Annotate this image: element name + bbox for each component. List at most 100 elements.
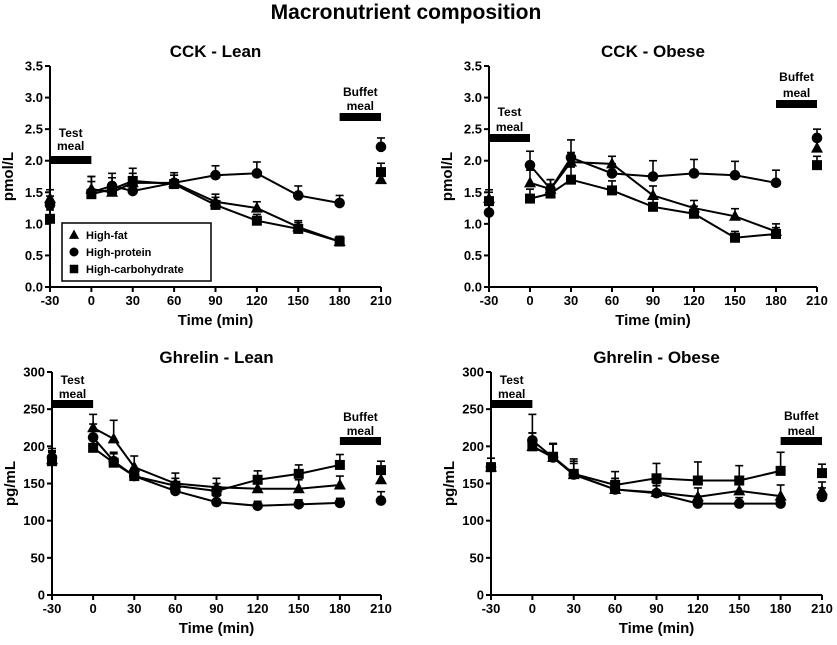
legend-square-icon	[69, 264, 79, 274]
test-meal-label: Test meal	[498, 373, 525, 401]
data-point	[606, 157, 618, 169]
y-tick-label: 0.5	[464, 248, 482, 263]
y-tick-label: 1.5	[464, 185, 482, 200]
series-line	[92, 426, 340, 490]
data-point	[169, 179, 180, 190]
data-point-separate	[376, 167, 386, 178]
x-axis-label: Time (min)	[179, 620, 255, 637]
data-point	[252, 474, 263, 485]
data-point	[293, 499, 305, 510]
test-meal-bar	[50, 156, 92, 164]
data-point	[211, 485, 222, 496]
buffet-meal-label: Buffet meal	[343, 85, 378, 113]
data-point-separate	[483, 207, 495, 218]
y-tick-label: 150	[23, 476, 45, 491]
x-tick-label: 210	[370, 293, 392, 308]
data-point-separate	[812, 160, 822, 171]
data-point	[729, 209, 741, 221]
x-tick-label: 120	[247, 601, 269, 616]
data-point	[647, 171, 659, 182]
data-point-separate	[375, 495, 387, 506]
data-point	[689, 208, 699, 219]
test-meal-bar	[52, 400, 94, 408]
x-tick-label: -30	[480, 293, 499, 308]
figure-title: Macronutrient composition	[271, 1, 542, 24]
data-point	[251, 215, 262, 226]
x-tick-label: 180	[765, 293, 787, 308]
x-tick-label: 210	[370, 601, 392, 616]
y-axis-label: pg/mL	[441, 461, 458, 506]
data-point-separate	[811, 132, 823, 144]
data-point-separate	[375, 173, 387, 185]
data-point-separate	[375, 473, 387, 485]
x-tick-label: 0	[526, 293, 533, 308]
x-tick-label: 60	[608, 601, 622, 616]
data-point	[334, 197, 345, 209]
data-point	[107, 432, 120, 444]
data-point	[733, 484, 746, 496]
legend-label: High-fat	[86, 230, 128, 242]
legend-label: High-protein	[86, 247, 152, 259]
x-tick-label: 30	[126, 293, 140, 308]
data-point	[692, 475, 703, 486]
data-point	[688, 168, 700, 179]
data-point-separate	[816, 491, 828, 503]
data-point	[292, 482, 305, 494]
buffet-meal-bar	[339, 113, 381, 121]
data-point	[251, 482, 264, 494]
data-point	[548, 451, 559, 462]
y-axis-label: pg/mL	[2, 461, 19, 506]
data-point	[734, 475, 745, 486]
x-tick-label: 180	[329, 293, 351, 308]
data-point	[108, 457, 119, 468]
buffet-meal-label: Buffet meal	[779, 70, 814, 100]
panel-title: Ghrelin - Obese	[593, 348, 720, 367]
y-tick-label: 0.0	[25, 280, 43, 295]
x-tick-label: 210	[806, 293, 828, 308]
x-tick-label: 90	[208, 293, 222, 308]
data-point	[334, 459, 345, 470]
y-tick-label: 0	[38, 588, 45, 603]
data-point-separate	[375, 141, 387, 153]
x-tick-label: 0	[90, 601, 97, 616]
y-tick-label: 1.0	[464, 216, 482, 231]
series-high-carbohydrate	[47, 435, 386, 496]
x-tick-label: 180	[770, 601, 792, 616]
data-point	[648, 201, 658, 212]
y-tick-label: 3.0	[464, 90, 482, 105]
panel-title: CCK - Lean	[170, 42, 262, 61]
y-tick-label: 300	[462, 365, 484, 380]
data-point	[333, 478, 346, 490]
x-tick-label: 120	[246, 293, 268, 308]
panel-title: CCK - Obese	[601, 42, 705, 61]
x-tick-label: 30	[127, 601, 141, 616]
data-point	[610, 479, 621, 490]
test-meal-bar	[489, 134, 530, 142]
data-point-separate	[484, 196, 494, 207]
legend: High-fat High-protein High-carbohydrate	[61, 222, 212, 282]
x-tick-label: 180	[329, 601, 351, 616]
test-meal-label: Test meal	[59, 373, 86, 401]
data-point	[127, 185, 139, 197]
y-tick-label: 100	[462, 513, 484, 528]
data-point-separate	[45, 213, 55, 224]
y-tick-label: 2.5	[25, 122, 43, 137]
data-point	[210, 199, 221, 210]
data-point	[86, 189, 97, 200]
x-tick-label: 150	[728, 601, 750, 616]
data-point-separate	[811, 141, 823, 153]
data-point	[525, 193, 535, 204]
y-tick-label: 3.5	[25, 59, 43, 74]
data-point	[692, 498, 704, 509]
y-tick-label: 250	[462, 402, 484, 417]
data-point	[565, 152, 577, 163]
series-high-carbohydrate	[486, 432, 827, 490]
data-point	[729, 169, 741, 181]
y-axis-label: pmol/L	[0, 152, 17, 201]
x-axis-label: Time (min)	[619, 620, 695, 637]
test-meal-bar	[491, 400, 533, 408]
data-point	[211, 496, 222, 508]
y-tick-label: 100	[23, 513, 45, 528]
data-point-separate	[486, 462, 496, 473]
